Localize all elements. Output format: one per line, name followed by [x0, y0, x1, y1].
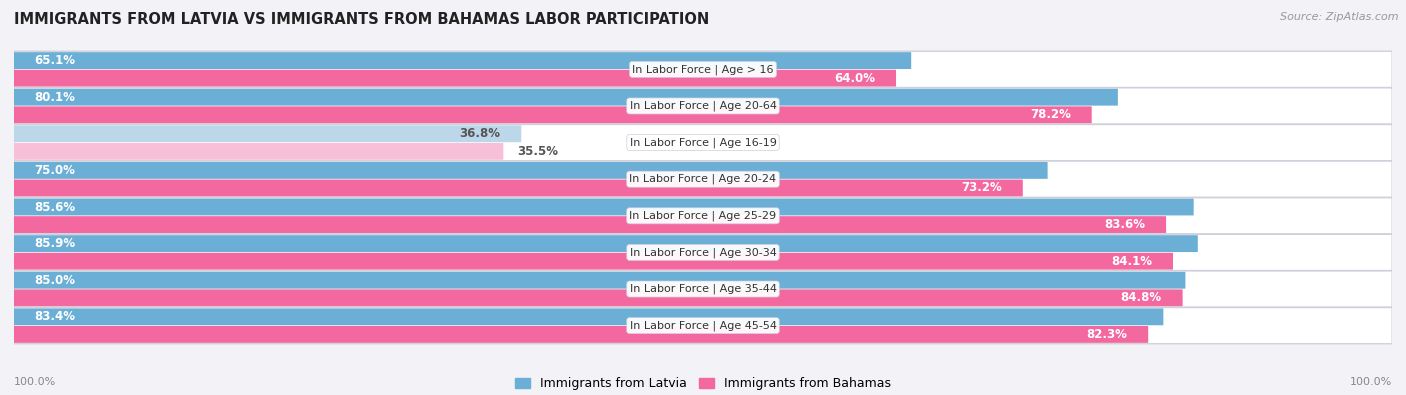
Text: In Labor Force | Age 45-54: In Labor Force | Age 45-54 — [630, 320, 776, 331]
FancyBboxPatch shape — [14, 106, 1091, 123]
FancyBboxPatch shape — [14, 125, 522, 142]
Text: 84.1%: 84.1% — [1111, 255, 1152, 268]
Text: 100.0%: 100.0% — [1350, 377, 1392, 387]
FancyBboxPatch shape — [14, 216, 1166, 233]
Text: In Labor Force | Age 16-19: In Labor Force | Age 16-19 — [630, 137, 776, 148]
FancyBboxPatch shape — [14, 271, 1392, 307]
FancyBboxPatch shape — [14, 199, 1194, 215]
Text: 84.8%: 84.8% — [1121, 291, 1161, 304]
FancyBboxPatch shape — [14, 70, 896, 87]
Text: 64.0%: 64.0% — [834, 71, 876, 85]
Text: 100.0%: 100.0% — [14, 377, 56, 387]
Text: 80.1%: 80.1% — [35, 91, 76, 104]
FancyBboxPatch shape — [14, 124, 1392, 161]
Text: 35.5%: 35.5% — [517, 145, 558, 158]
Legend: Immigrants from Latvia, Immigrants from Bahamas: Immigrants from Latvia, Immigrants from … — [510, 372, 896, 395]
FancyBboxPatch shape — [14, 162, 1047, 179]
Text: 82.3%: 82.3% — [1087, 328, 1128, 341]
Text: 75.0%: 75.0% — [35, 164, 76, 177]
Text: IMMIGRANTS FROM LATVIA VS IMMIGRANTS FROM BAHAMAS LABOR PARTICIPATION: IMMIGRANTS FROM LATVIA VS IMMIGRANTS FRO… — [14, 12, 709, 27]
Text: 36.8%: 36.8% — [460, 127, 501, 140]
FancyBboxPatch shape — [14, 161, 1392, 198]
FancyBboxPatch shape — [14, 234, 1392, 271]
FancyBboxPatch shape — [14, 52, 911, 69]
FancyBboxPatch shape — [14, 143, 503, 160]
FancyBboxPatch shape — [14, 88, 1392, 124]
Text: 73.2%: 73.2% — [962, 181, 1002, 194]
Text: In Labor Force | Age 35-44: In Labor Force | Age 35-44 — [630, 284, 776, 294]
FancyBboxPatch shape — [14, 272, 1185, 289]
Text: In Labor Force | Age 20-64: In Labor Force | Age 20-64 — [630, 101, 776, 111]
FancyBboxPatch shape — [14, 253, 1173, 270]
Text: 83.4%: 83.4% — [35, 310, 76, 324]
FancyBboxPatch shape — [14, 51, 1392, 87]
FancyBboxPatch shape — [14, 198, 1392, 234]
FancyBboxPatch shape — [14, 235, 1198, 252]
Text: 65.1%: 65.1% — [35, 54, 76, 67]
FancyBboxPatch shape — [14, 308, 1163, 325]
Text: In Labor Force | Age 20-24: In Labor Force | Age 20-24 — [630, 174, 776, 184]
FancyBboxPatch shape — [14, 180, 1022, 196]
Text: 85.0%: 85.0% — [35, 274, 76, 287]
Text: In Labor Force | Age > 16: In Labor Force | Age > 16 — [633, 64, 773, 75]
FancyBboxPatch shape — [14, 308, 1392, 344]
FancyBboxPatch shape — [14, 89, 1118, 105]
FancyBboxPatch shape — [14, 326, 1149, 343]
FancyBboxPatch shape — [14, 290, 1182, 306]
Text: Source: ZipAtlas.com: Source: ZipAtlas.com — [1281, 12, 1399, 22]
Text: In Labor Force | Age 30-34: In Labor Force | Age 30-34 — [630, 247, 776, 258]
Text: 85.6%: 85.6% — [35, 201, 76, 214]
Text: 78.2%: 78.2% — [1031, 108, 1071, 121]
Text: 85.9%: 85.9% — [35, 237, 76, 250]
Text: In Labor Force | Age 25-29: In Labor Force | Age 25-29 — [630, 211, 776, 221]
Text: 83.6%: 83.6% — [1104, 218, 1146, 231]
